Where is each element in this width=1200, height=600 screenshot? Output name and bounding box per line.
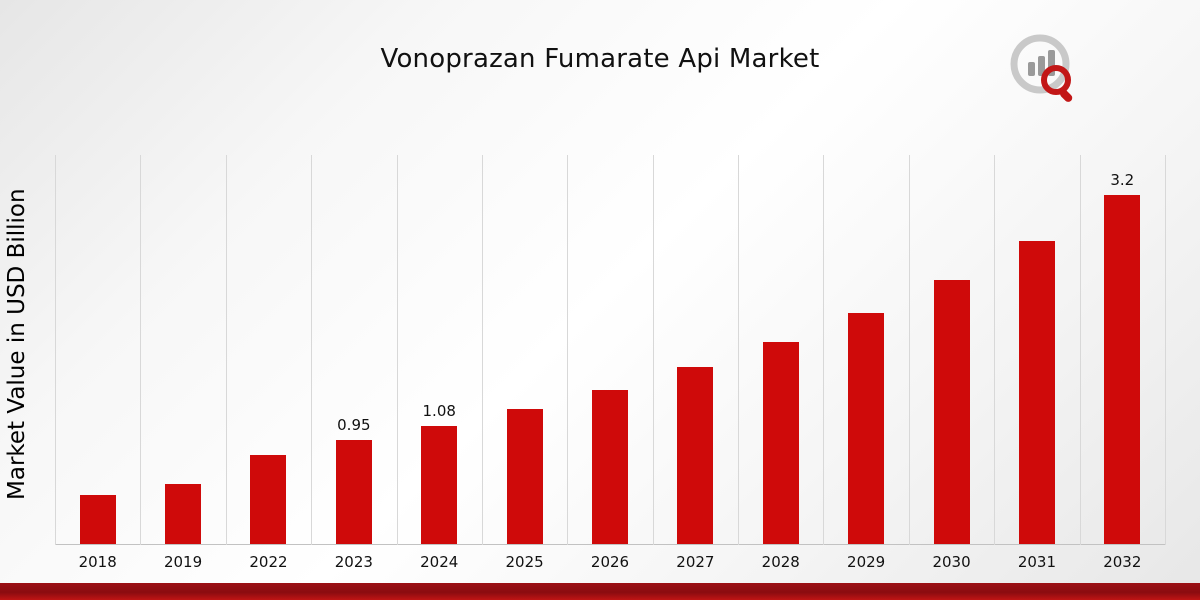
chart-title: Vonoprazan Fumarate Api Market: [380, 44, 820, 74]
gridline: [1079, 155, 1081, 545]
gridline: [396, 155, 398, 545]
gridline: [908, 155, 910, 545]
bar: [848, 313, 885, 544]
x-tick-label: 2022: [249, 553, 288, 571]
gridline: [652, 155, 654, 545]
bar: [165, 484, 202, 544]
bar: [933, 280, 970, 544]
gridline: [55, 155, 56, 545]
gridline: [1165, 155, 1166, 545]
gridline: [823, 155, 825, 545]
gridline: [225, 155, 227, 545]
x-tick-label: 2025: [505, 553, 544, 571]
bottom-accent-bar: [0, 583, 1200, 600]
x-tick-label: 2029: [847, 553, 886, 571]
bar: [421, 426, 458, 544]
gridline: [140, 155, 142, 545]
x-tick-label: 2032: [1103, 553, 1142, 571]
gridline: [738, 155, 740, 545]
x-tick-label: 2023: [334, 553, 373, 571]
x-tick-label: 2024: [420, 553, 459, 571]
bar: [79, 495, 116, 544]
bar-value-label: 1.08: [422, 402, 456, 420]
company-logo-icon: [1004, 30, 1082, 108]
bar: [250, 455, 287, 544]
y-axis-label: Market Value in USD Billion: [4, 188, 30, 500]
gridline: [994, 155, 996, 545]
x-tick-label: 2019: [163, 553, 203, 571]
x-axis-line: [55, 544, 1165, 545]
gridline: [481, 155, 483, 545]
bar-value-label: 3.2: [1110, 171, 1135, 189]
bar: [677, 367, 714, 544]
bar: [1018, 241, 1055, 544]
bar: [506, 409, 543, 544]
bar: [335, 440, 372, 544]
bar: [592, 390, 628, 544]
bar: [762, 342, 799, 544]
x-tick-label: 2018: [78, 553, 117, 571]
gridline: [311, 155, 313, 545]
bar-value-label: 0.95: [337, 416, 371, 434]
x-tick-label: 2027: [676, 553, 715, 571]
bar: [1104, 195, 1141, 544]
plot-area: 2018 2019 2022 0.95 2023 1.08 2024 2025 2026 2027…: [55, 155, 1166, 571]
x-tick-label: 2028: [761, 553, 800, 571]
gridline: [567, 155, 569, 545]
x-tick-label: 2030: [932, 553, 971, 571]
x-tick-label: 2026: [590, 553, 630, 571]
x-tick-label: 2031: [1017, 553, 1057, 571]
